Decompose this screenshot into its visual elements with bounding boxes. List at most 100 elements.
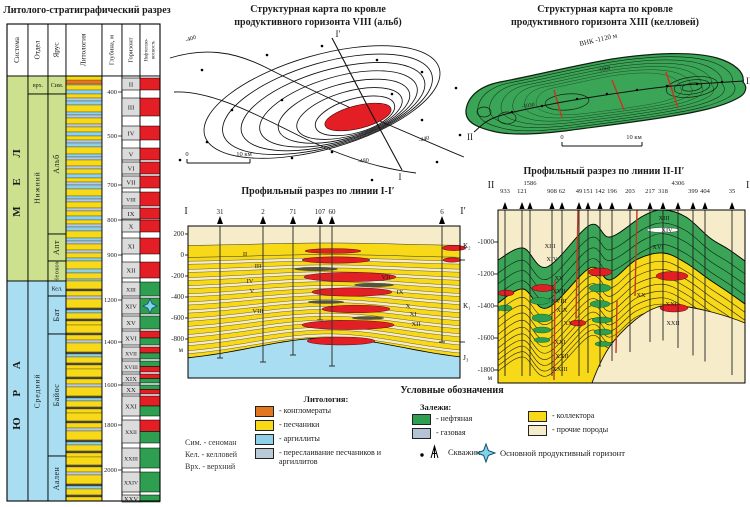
svg-text:носность: носность: [152, 40, 157, 60]
svg-text:Байос: Байос: [52, 384, 61, 407]
svg-text:II: II: [488, 180, 495, 191]
svg-text:К₁: К₁: [463, 301, 471, 310]
svg-text:62: 62: [559, 188, 566, 195]
svg-text:м: м: [179, 346, 184, 354]
svg-text:1200: 1200: [104, 297, 117, 304]
svg-text:35: 35: [729, 188, 736, 195]
svg-text:-1030: -1030: [521, 102, 535, 110]
svg-text:142: 142: [595, 188, 605, 195]
svg-text:XXI: XXI: [665, 301, 676, 308]
legend-swatch: [255, 406, 274, 417]
svg-text:XXIII: XXIII: [124, 456, 138, 462]
svg-text:31: 31: [217, 208, 225, 216]
svg-text:Ярус: Ярус: [53, 42, 61, 57]
svg-text:10 км: 10 км: [626, 134, 641, 141]
svg-text:908: 908: [547, 188, 557, 195]
svg-text:XXV: XXV: [124, 496, 139, 503]
svg-text:-1400: -1400: [478, 302, 495, 310]
svg-text:-400: -400: [185, 35, 197, 44]
legend-item: - конгломераты: [255, 406, 397, 417]
legend-item: - песчаники: [255, 420, 397, 431]
svg-text:200: 200: [174, 230, 185, 238]
svg-text:2000: 2000: [104, 467, 117, 474]
svg-text:XV: XV: [554, 275, 564, 282]
svg-text:XVII: XVII: [125, 351, 137, 357]
svg-text:Неоком: Неоком: [53, 260, 60, 283]
svg-text:XV: XV: [126, 320, 136, 327]
svg-text:2: 2: [261, 208, 265, 216]
svg-text:XXIV: XXIV: [124, 480, 138, 486]
svg-text:J₃: J₃: [463, 353, 469, 362]
svg-text:121: 121: [517, 188, 527, 195]
svg-text:318: 318: [658, 188, 668, 195]
legend-label: - прочие породы: [552, 425, 609, 434]
legend-deposits-items: - нефтяная - газовая: [412, 414, 472, 439]
legend-label: - аргиллиты: [279, 434, 320, 443]
profile1-title: Профильный разрез по линии I-I′: [241, 186, 395, 197]
svg-text:м: м: [488, 374, 493, 382]
svg-text:Кел.: Кел.: [52, 287, 63, 293]
legend-lithology-block: Литология: - конгломераты - песчаники - ар…: [255, 394, 397, 469]
svg-text:400: 400: [107, 89, 117, 96]
svg-text:XXII: XXII: [125, 430, 137, 436]
svg-text:0: 0: [560, 134, 563, 141]
svg-text:Средний: Средний: [33, 374, 42, 409]
svg-text:IX: IX: [128, 211, 135, 218]
svg-text:10 км: 10 км: [236, 151, 251, 158]
svg-text:4306: 4306: [672, 180, 686, 187]
svg-text:-1060: -1060: [597, 65, 611, 74]
profile2-title: Профильный разрез по линии II-II′: [523, 166, 685, 177]
svg-text:VIII: VIII: [126, 197, 136, 203]
legend-label: - песчаники: [279, 420, 320, 429]
svg-text:6: 6: [440, 208, 444, 216]
legend-item: - газовая: [412, 428, 472, 439]
legend-swatch: [255, 448, 274, 459]
svg-text:XX: XX: [636, 292, 646, 299]
svg-text:933: 933: [500, 188, 510, 195]
map-xiii-title-line1: Структурная карта по кровле: [537, 4, 673, 15]
legend-lithology-header: Литология:: [303, 394, 349, 404]
svg-text:-1200: -1200: [478, 270, 495, 278]
map-viii-title-line2: продуктивного горизонта VIII (альб): [234, 16, 402, 28]
map-viii-title: Структурная карта по кровле продуктивног…: [172, 4, 464, 29]
svg-text:XIX: XIX: [556, 307, 568, 314]
legend-swatch: [412, 428, 431, 439]
svg-text:XII: XII: [126, 267, 135, 274]
svg-text:-440: -440: [418, 135, 430, 143]
svg-text:VII: VII: [126, 179, 135, 186]
svg-text:Ю Р А: Ю Р А: [11, 352, 23, 430]
svg-text:Сим.: Сим.: [51, 83, 64, 89]
svg-text:V: V: [250, 288, 255, 295]
svg-text:1400: 1400: [104, 339, 117, 346]
svg-text:-1600: -1600: [478, 334, 495, 342]
legend-item: - аргиллиты: [255, 434, 397, 445]
main-horizon-star-icon: [475, 442, 497, 464]
svg-text:XXI: XXI: [125, 403, 137, 410]
legend-collectors-items: - коллектора - прочие породы: [528, 411, 608, 436]
legend-label: - переслаивание песчаников и аргиллитов: [279, 448, 382, 467]
svg-text:0: 0: [181, 251, 185, 259]
svg-text:404: 404: [700, 188, 711, 195]
svg-text:Система: Система: [13, 36, 21, 63]
map-viii-title-line1: Структурная карта по кровле: [250, 4, 386, 15]
svg-text:II: II: [467, 132, 473, 142]
svg-text:196: 196: [607, 188, 618, 195]
svg-text:Отдел: Отдел: [34, 40, 42, 59]
legend-wells-label: Скважины: [448, 447, 487, 457]
legend-label: - газовая: [436, 428, 466, 437]
legend-deposits-block: Залежи: - нефтяная - газовая: [412, 402, 472, 442]
svg-text:II: II: [243, 251, 247, 258]
svg-text:XXI: XXI: [554, 339, 565, 346]
svg-text:151: 151: [583, 188, 593, 195]
legend-title: Условные обозначения: [400, 385, 504, 396]
svg-text:XXIII: XXIII: [552, 366, 567, 373]
strat-column-title: Литолого-стратиграфический разрез: [3, 5, 171, 16]
legend-swatch: [255, 420, 274, 431]
svg-text:XIV: XIV: [546, 256, 558, 263]
svg-text:I: I: [399, 172, 402, 182]
abbreviation-line: Врх. - верхний: [185, 462, 236, 471]
map-xiii-title-line2: продуктивного горизонта XIII (келловей): [511, 16, 699, 28]
svg-text:XXII: XXII: [555, 353, 568, 360]
